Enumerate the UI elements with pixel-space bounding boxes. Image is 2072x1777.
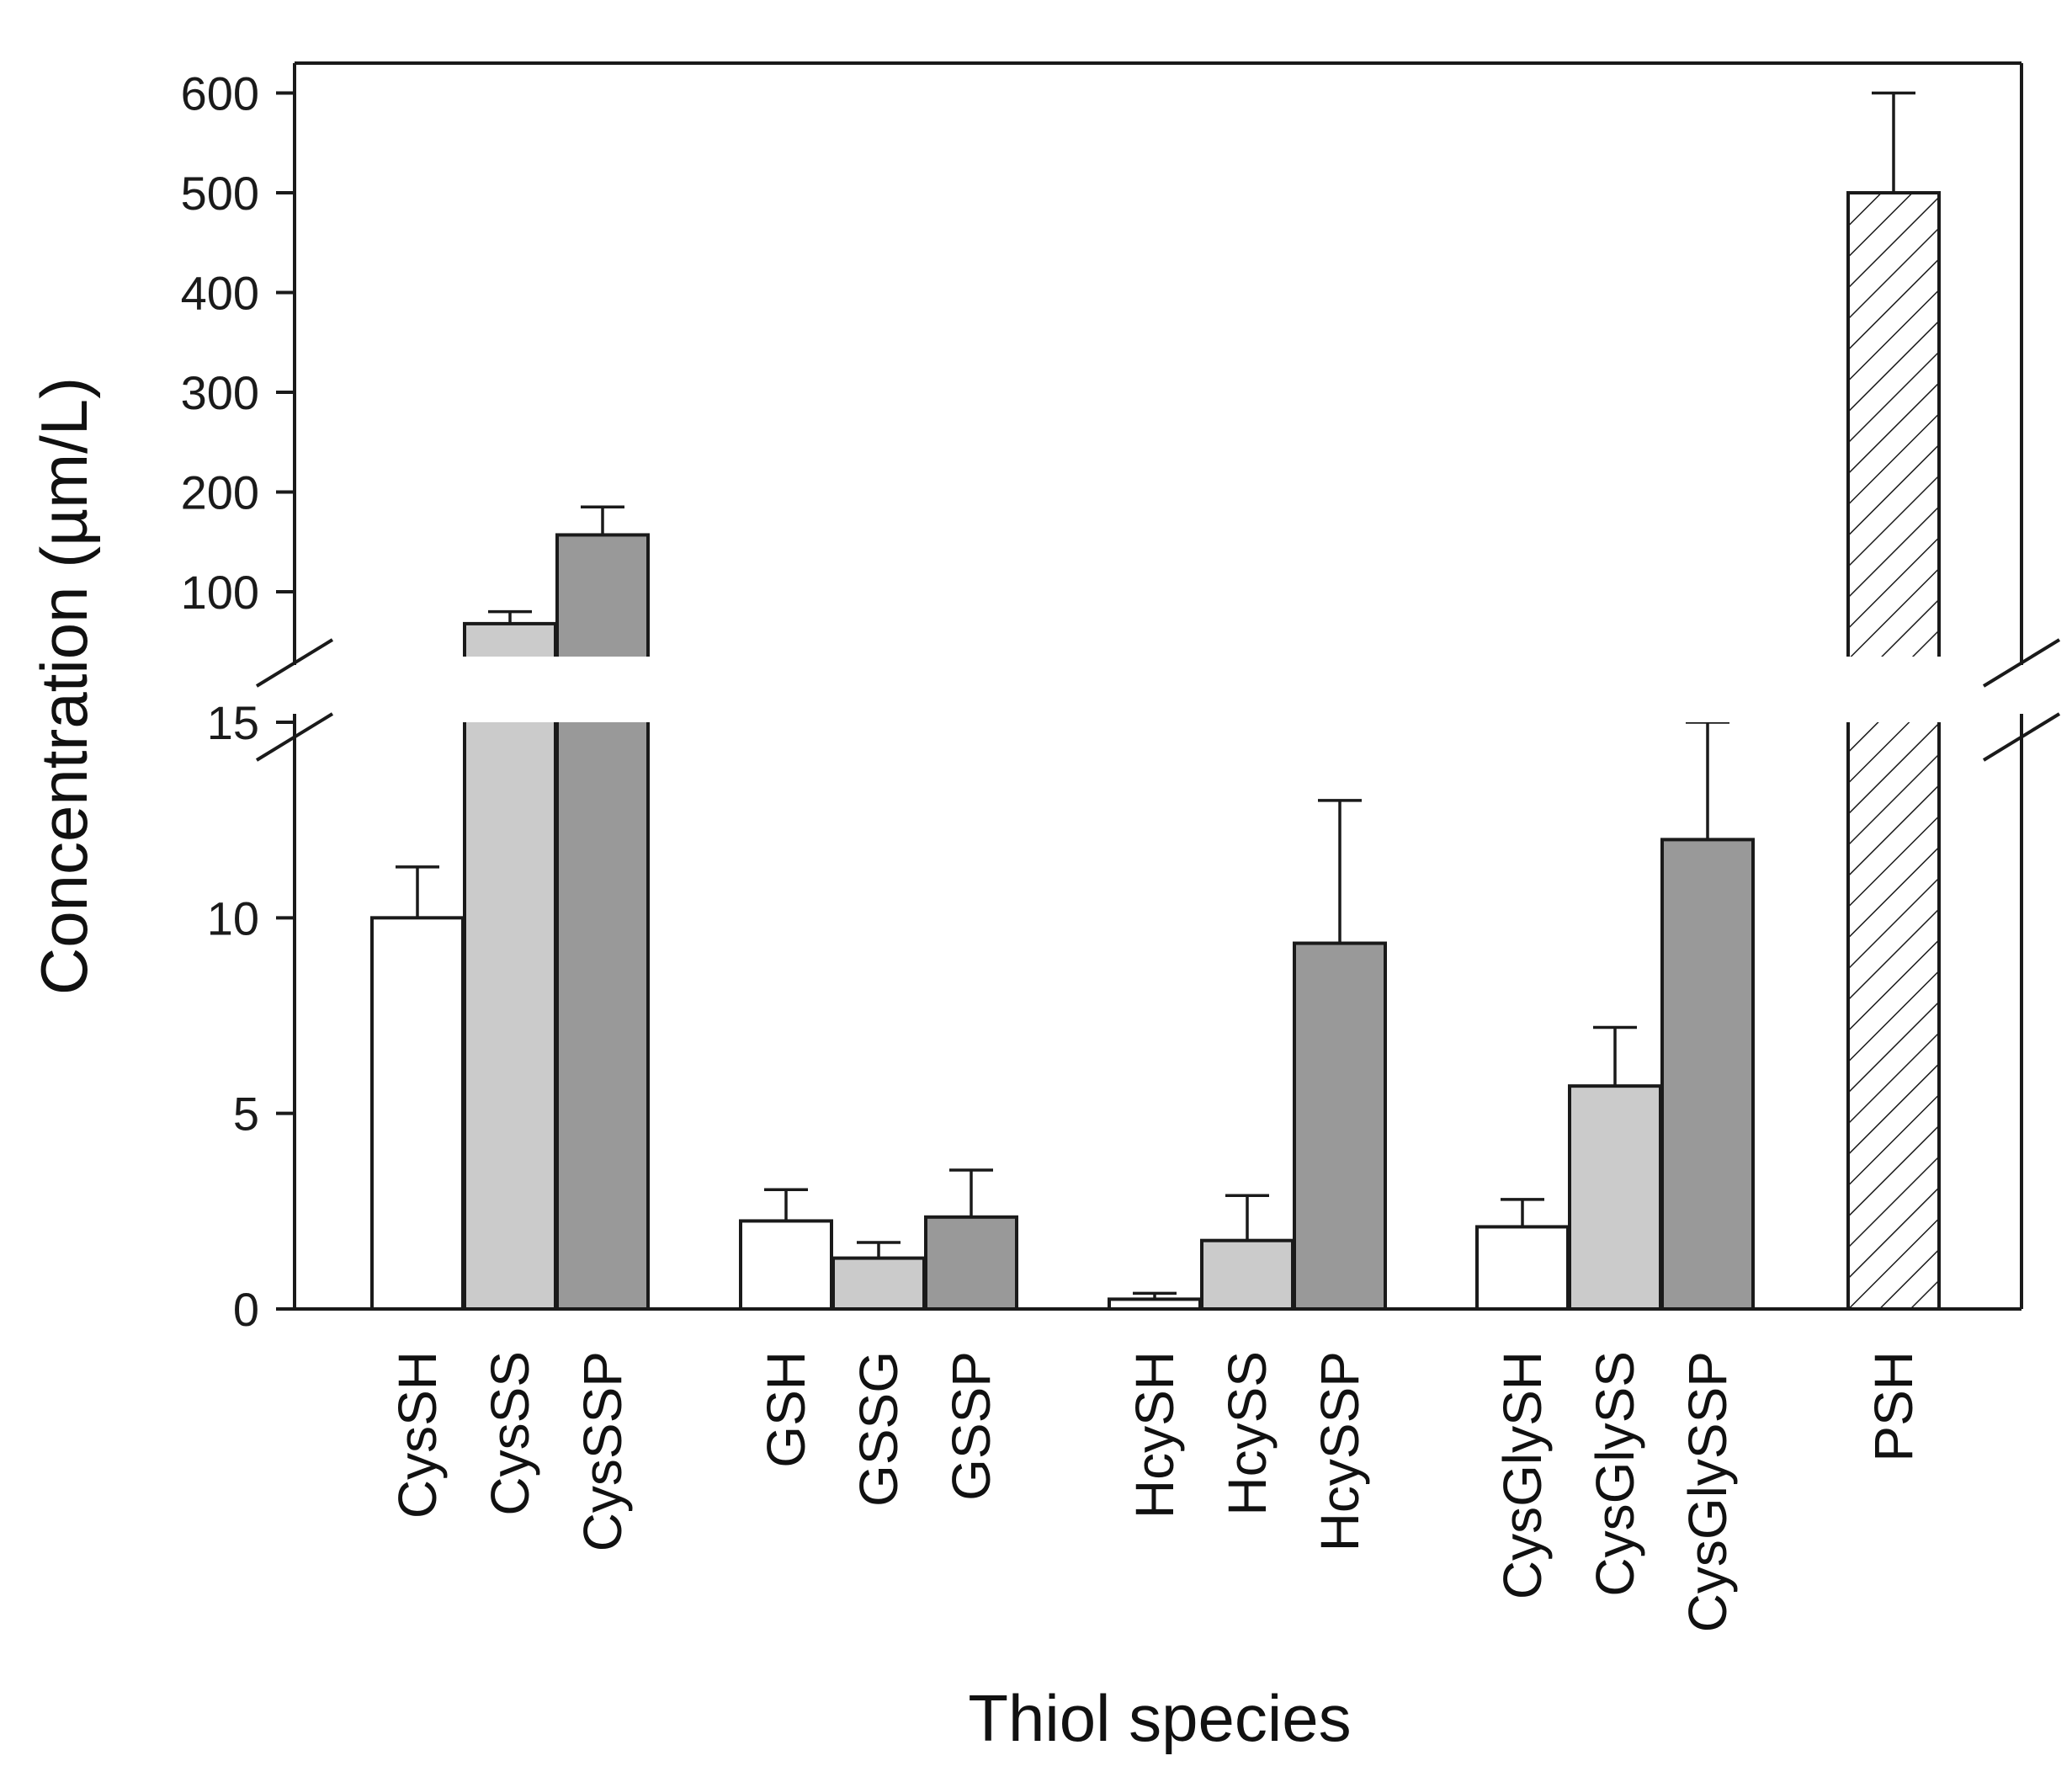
category-label-cysglyss: CysGlySS (1585, 1351, 1645, 1597)
category-label-hcysh: HcySH (1124, 1351, 1185, 1519)
bar-cysss (463, 621, 557, 1311)
category-label-psh: PSH (1863, 1351, 1924, 1462)
bar-cysglyssp (1660, 838, 1755, 1311)
category-label-gsh: GSH (756, 1351, 816, 1468)
break-mark-left-lower (255, 712, 334, 762)
y-axis-title: Concentration (µm/L) (27, 377, 101, 995)
category-label-cysglysh: CysGlySH (1492, 1351, 1553, 1599)
category-label-cysglyssp: CysGlySSP (1677, 1351, 1738, 1632)
bar-cysglysh (1475, 1225, 1570, 1311)
x-axis-title: Thiol species (968, 1681, 1351, 1755)
category-label-cyssh: CysSH (387, 1351, 448, 1519)
bar-hcyssp (1293, 941, 1387, 1311)
bar-cyssh (370, 916, 465, 1311)
category-label-cysss: CysSS (480, 1351, 540, 1516)
bar-gssp (924, 1215, 1018, 1311)
bar-gssg (831, 1256, 926, 1311)
y-tick-label-500: 500 (181, 167, 259, 220)
y-tick-label-0: 0 (233, 1283, 259, 1336)
y-tick-label-400: 400 (181, 267, 259, 320)
break-mark-left-upper (255, 638, 334, 688)
y-tick-label-100: 100 (181, 566, 259, 619)
bar-psh (1846, 191, 1941, 1311)
y-tick-label-5: 5 (233, 1088, 259, 1141)
category-label-hcyss: HcySS (1217, 1351, 1278, 1516)
category-label-hcyssp: HcySSP (1310, 1351, 1370, 1551)
bar-hcyss (1200, 1238, 1294, 1311)
y-tick-label-15: 15 (207, 696, 259, 749)
y-tick-label-10: 10 (207, 891, 259, 944)
break-mark-right-lower (1982, 712, 2061, 762)
category-label-cysssp: CysSSP (572, 1351, 633, 1551)
bar-cysglyss (1568, 1084, 1662, 1311)
bar-gsh (739, 1219, 833, 1311)
break-mark-right-upper (1982, 638, 2061, 688)
category-label-gssg: GSSG (848, 1351, 909, 1507)
y-tick-label-300: 300 (181, 366, 259, 419)
category-label-gssp: GSSP (941, 1351, 1001, 1501)
axis-break-band (296, 657, 2020, 722)
y-tick-label-600: 600 (181, 67, 259, 120)
bar-cysssp (555, 533, 650, 1311)
y-tick-label-200: 200 (181, 466, 259, 519)
